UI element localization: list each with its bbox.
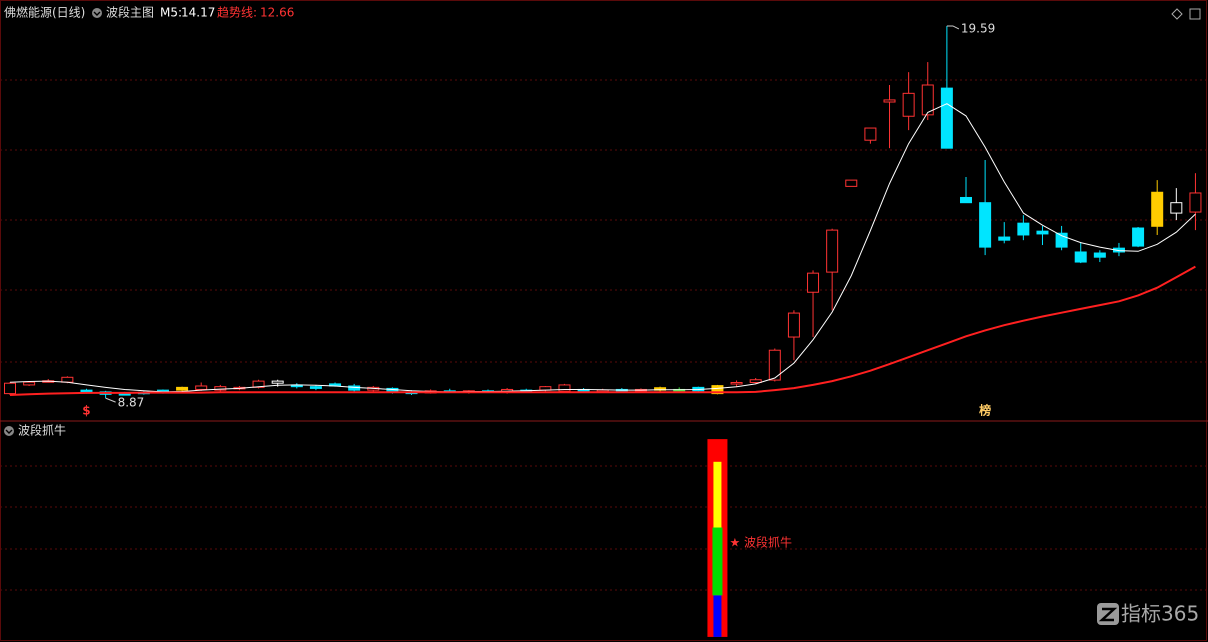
collapse-icon-glyph xyxy=(5,429,13,434)
watermark: 指标365 xyxy=(1121,602,1199,626)
collapse-icon[interactable] xyxy=(92,8,102,18)
candle-body xyxy=(61,376,74,383)
candle-body xyxy=(4,382,16,395)
candle-body xyxy=(845,179,858,187)
candles xyxy=(4,25,1202,399)
candle-body xyxy=(271,380,284,384)
candle-body xyxy=(902,92,915,117)
candle-body xyxy=(940,87,953,149)
min-pointer xyxy=(105,397,116,403)
collapse-icon[interactable] xyxy=(4,426,14,436)
candle-body xyxy=(195,385,208,390)
signal-marker: $ xyxy=(82,404,90,418)
candle-body xyxy=(1189,192,1202,213)
candle-body xyxy=(252,380,265,388)
candle-body xyxy=(1132,227,1145,247)
candle-body xyxy=(1017,222,1030,236)
candle-body xyxy=(176,386,189,391)
candle-body xyxy=(730,382,743,385)
candle-body xyxy=(1074,251,1087,263)
candle-body xyxy=(883,99,896,103)
grid xyxy=(0,79,1206,591)
max-pointer xyxy=(946,25,960,30)
indicator-bar xyxy=(713,595,722,637)
min-label: 8.87 xyxy=(118,396,145,410)
candle-body xyxy=(1055,232,1068,248)
legend-value: 14.17 xyxy=(181,6,215,20)
indicator-title: 波段抓牛 xyxy=(18,423,66,438)
candle-body xyxy=(309,386,322,389)
collapse-icon-glyph xyxy=(93,11,101,16)
candle-body xyxy=(749,379,762,384)
candle-body xyxy=(807,272,820,293)
candle-body xyxy=(1151,191,1164,227)
candle-body xyxy=(979,202,992,248)
legend-name: 趋势线: xyxy=(217,6,257,20)
indicator-name: 波段主图 xyxy=(106,5,154,20)
candle-body xyxy=(1093,252,1106,258)
candle-body xyxy=(558,384,571,392)
candle-body xyxy=(1170,202,1183,214)
candle-body xyxy=(787,312,800,338)
candle-body xyxy=(1036,230,1049,235)
chart-title: 佛燃能源(日线) xyxy=(4,5,85,20)
candle-body xyxy=(998,236,1011,241)
line-series xyxy=(9,103,1196,393)
legend-name: M5: xyxy=(160,6,182,20)
candle-body xyxy=(711,385,724,395)
indicator-signal-label: ★ 波段抓牛 xyxy=(729,535,792,550)
legend-value: 12.66 xyxy=(260,6,294,20)
max-label: 19.59 xyxy=(961,21,995,35)
candle-body xyxy=(23,381,36,386)
window-icon[interactable] xyxy=(1189,8,1201,20)
candle-body xyxy=(826,229,839,273)
diamond-icon[interactable] xyxy=(1171,8,1183,20)
indicator-bar xyxy=(712,527,723,596)
line-series xyxy=(9,265,1196,396)
candle-body xyxy=(80,389,93,393)
candle-body xyxy=(864,127,877,141)
candle-body xyxy=(960,196,972,204)
signal-marker: 榜 xyxy=(979,403,991,418)
candle-body xyxy=(768,349,781,381)
watermark-logo-glyph xyxy=(1098,607,1118,622)
candle-body xyxy=(921,84,934,116)
